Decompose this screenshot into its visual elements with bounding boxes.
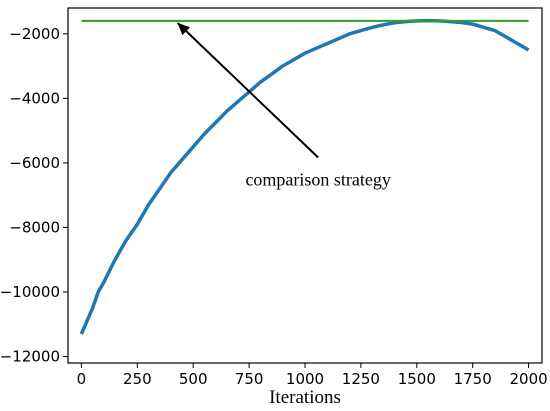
- x-tick-label: 500: [179, 370, 208, 388]
- y-tick-label: −8000: [9, 218, 60, 236]
- plot-content: [79, 18, 530, 335]
- x-axis-ticks: 0 250 500 750 1000 1250 1500 1750 2000: [77, 363, 548, 388]
- y-tick-label: −2000: [9, 25, 60, 43]
- x-tick-label: 1000: [286, 370, 324, 388]
- y-tick-label: −6000: [9, 154, 60, 172]
- y-tick-label: −4000: [9, 89, 60, 107]
- annotation-arrowhead: [177, 22, 191, 36]
- plot-frame: [67, 7, 543, 364]
- x-tick-label: 1500: [398, 370, 436, 388]
- x-tick-label: 750: [235, 370, 264, 388]
- y-tick-label: −10000: [0, 283, 60, 301]
- y-tick-label: −12000: [0, 348, 60, 366]
- x-tick-label: 250: [123, 370, 152, 388]
- annotation-arrow-line: [176, 22, 319, 159]
- x-tick-label: 1250: [342, 370, 380, 388]
- x-axis-title: Iterations: [269, 387, 341, 408]
- annotation-label: comparison strategy: [245, 170, 390, 190]
- x-tick-label: 1750: [454, 370, 492, 388]
- annotation: comparison strategy: [176, 22, 391, 190]
- x-tick-label: 0: [77, 370, 87, 388]
- x-tick-label: 2000: [509, 370, 547, 388]
- y-axis-ticks: −12000 −10000 −8000 −6000 −4000 −2000: [0, 25, 68, 366]
